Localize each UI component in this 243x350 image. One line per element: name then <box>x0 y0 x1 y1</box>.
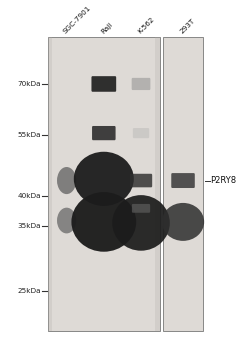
Ellipse shape <box>74 152 134 206</box>
Ellipse shape <box>112 195 170 251</box>
FancyBboxPatch shape <box>163 36 203 331</box>
Text: Raji: Raji <box>100 21 113 35</box>
Text: 25kDa: 25kDa <box>18 288 41 294</box>
Text: 55kDa: 55kDa <box>18 132 41 138</box>
FancyBboxPatch shape <box>132 78 150 90</box>
Text: K-562: K-562 <box>137 16 156 35</box>
Ellipse shape <box>57 208 76 233</box>
FancyBboxPatch shape <box>48 36 160 331</box>
Text: 293T: 293T <box>179 18 196 35</box>
Text: 35kDa: 35kDa <box>18 223 41 229</box>
FancyBboxPatch shape <box>91 76 116 92</box>
Ellipse shape <box>57 167 76 194</box>
FancyBboxPatch shape <box>133 128 149 138</box>
Text: 70kDa: 70kDa <box>18 81 41 87</box>
Text: 40kDa: 40kDa <box>18 193 41 199</box>
FancyBboxPatch shape <box>48 36 52 331</box>
FancyBboxPatch shape <box>132 204 150 213</box>
Ellipse shape <box>71 192 136 252</box>
FancyBboxPatch shape <box>171 173 195 188</box>
FancyBboxPatch shape <box>155 36 160 331</box>
FancyBboxPatch shape <box>130 174 152 187</box>
FancyBboxPatch shape <box>92 126 116 140</box>
Text: SGC-7901: SGC-7901 <box>62 5 92 35</box>
Ellipse shape <box>162 203 204 241</box>
Text: P2RY8: P2RY8 <box>210 176 237 185</box>
